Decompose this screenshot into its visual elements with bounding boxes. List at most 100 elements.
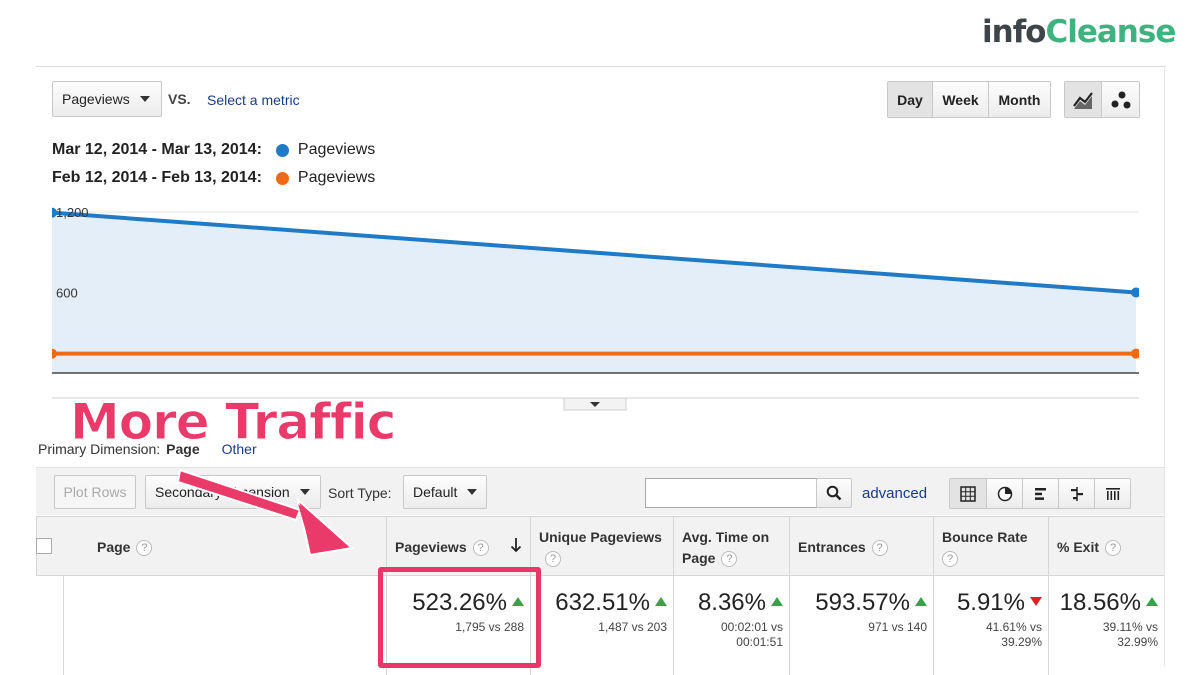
column-header-label: Avg. Time on Page <box>682 529 770 566</box>
help-icon[interactable]: ? <box>472 540 489 557</box>
metric-change: 632.51% <box>555 589 650 616</box>
plot-rows-button[interactable]: Plot Rows <box>54 475 136 509</box>
table-cell-exit: 18.56% 39.11% vs 32.99% <box>1048 576 1164 675</box>
table-cell-bounce-rate: 5.91% 41.61% vs 39.29% <box>933 576 1048 675</box>
table-cell-avg-time: 8.36% 00:02:01 vs 00:01:51 <box>673 576 789 675</box>
granularity-group: Day Week Month <box>887 81 1051 118</box>
divider <box>63 576 64 675</box>
arrow-down-icon <box>1030 597 1042 607</box>
legend-date-range: Feb 12, 2014 - Feb 13, 2014: <box>52 169 262 186</box>
legend-item: Feb 12, 2014 - Feb 13, 2014: Pageviews <box>52 169 375 187</box>
select-metric-link[interactable]: Select a metric <box>207 92 300 108</box>
table-view-icon[interactable] <box>950 479 986 508</box>
arrow-up-icon <box>771 597 783 607</box>
advanced-filter-link[interactable]: advanced <box>862 485 928 502</box>
sort-type-value: Default <box>413 484 458 500</box>
metric-change: 593.57% <box>815 589 910 616</box>
table-cell-unique-pageviews: 632.51% 1,487 vs 203 <box>530 576 673 675</box>
pie-view-icon[interactable] <box>986 479 1022 508</box>
performance-view-icon[interactable] <box>1022 479 1058 508</box>
chart-type-toggle <box>1064 81 1140 118</box>
help-icon[interactable]: ? <box>136 540 153 557</box>
column-header-entrances[interactable]: Entrances? <box>789 516 933 576</box>
metric-comparison: 39.11% vs 32.99% <box>1102 620 1158 649</box>
column-header-label: Entrances <box>798 539 866 555</box>
column-header-avg-time[interactable]: Avg. Time on Page? <box>673 516 789 576</box>
y-tick-label: 1,200 <box>56 205 89 220</box>
metric-comparison: 41.61% vs 39.29% <box>985 620 1042 649</box>
metric-change: 8.36% <box>697 589 766 616</box>
row-select-checkbox[interactable] <box>36 538 52 554</box>
primary-dimension-other[interactable]: Other <box>221 441 257 457</box>
chevron-down-icon <box>467 489 478 495</box>
sort-type-label: Sort Type: <box>328 485 392 501</box>
legend-item: Mar 12, 2014 - Mar 13, 2014: Pageviews <box>52 141 375 159</box>
search-button[interactable] <box>816 478 852 508</box>
legend-date-range: Mar 12, 2014 - Mar 13, 2014: <box>52 141 262 158</box>
table-search-input[interactable] <box>645 478 817 508</box>
series-line <box>52 210 1137 295</box>
motion-chart-icon[interactable] <box>1102 82 1139 117</box>
search-icon <box>826 485 842 501</box>
pivot-view-icon[interactable] <box>1094 479 1130 508</box>
week-button[interactable]: Week <box>932 82 988 117</box>
secondary-dimension-select[interactable]: Secondary dimension <box>145 475 321 509</box>
more-traffic-callout: More Traffic <box>69 393 396 452</box>
day-button[interactable]: Day <box>888 82 932 117</box>
data-point <box>52 207 57 218</box>
column-header-label: Page <box>97 539 131 555</box>
comparison-view-icon[interactable] <box>1058 479 1094 508</box>
legend-swatch <box>275 171 289 185</box>
metric-change: 5.91% <box>956 589 1025 616</box>
metric-comparison: 1,487 vs 203 <box>598 620 667 634</box>
series-area <box>52 212 1136 373</box>
arrow-up-icon <box>1146 597 1158 607</box>
column-header-pageviews[interactable]: Pageviews? <box>386 516 530 576</box>
metric-select-value: Pageviews <box>62 91 130 107</box>
data-point <box>1131 287 1139 298</box>
column-header-bounce-rate[interactable]: Bounce Rate? <box>933 516 1048 576</box>
metric-comparison: 971 vs 140 <box>868 620 927 634</box>
metric-change: 523.26% <box>412 589 507 616</box>
help-icon[interactable]: ? <box>721 551 738 568</box>
sort-type-select[interactable]: Default <box>403 475 487 509</box>
primary-dimension-page[interactable]: Page <box>166 441 200 457</box>
secondary-dimension-label: Secondary dimension <box>155 484 290 500</box>
legend-series-label: Pageviews <box>297 169 376 186</box>
pageviews-highlight-box <box>378 567 541 668</box>
chevron-down-icon <box>139 96 150 102</box>
chevron-down-icon <box>299 489 310 495</box>
table-cell-page[interactable] <box>36 576 386 675</box>
column-header-label: Pageviews <box>395 539 467 555</box>
pageviews-line-chart: 1,200 600 <box>52 205 1139 411</box>
help-icon[interactable]: ? <box>1105 540 1122 557</box>
table-view-toggle <box>949 478 1131 509</box>
help-icon[interactable]: ? <box>545 551 561 568</box>
table-cell-pageviews: 523.26% 1,795 vs 288 <box>386 576 530 675</box>
month-button[interactable]: Month <box>988 82 1050 117</box>
metric-select[interactable]: Pageviews <box>52 81 162 117</box>
infocleanse-logo: infoCleanse <box>982 14 1176 50</box>
legend-series-label: Pageviews <box>297 141 376 158</box>
column-header-label: Unique Pageviews <box>539 529 662 545</box>
column-header-page[interactable]: Page? <box>36 516 386 576</box>
metric-comparison: 1,795 vs 288 <box>455 620 524 634</box>
arrow-up-icon <box>512 597 524 607</box>
column-header-exit[interactable]: % Exit? <box>1048 516 1164 576</box>
data-table: Page? Pageviews? Unique Pageviews? Avg. … <box>36 516 1164 675</box>
column-header-label: % Exit <box>1057 539 1100 555</box>
line-chart-icon[interactable] <box>1065 82 1102 117</box>
column-header-label: Bounce Rate <box>942 529 1028 545</box>
help-icon[interactable]: ? <box>942 551 958 568</box>
divider <box>1164 66 1165 666</box>
metric-change: 18.56% <box>1059 589 1141 616</box>
metric-comparison: 00:02:01 vs 00:01:51 <box>720 620 783 649</box>
help-icon[interactable]: ? <box>871 540 888 557</box>
legend-swatch <box>275 143 289 157</box>
divider <box>36 66 1166 67</box>
arrow-up-icon <box>655 597 667 607</box>
sort-descending-icon <box>510 538 522 553</box>
chevron-down-icon <box>590 402 600 407</box>
column-header-unique-pageviews[interactable]: Unique Pageviews? <box>530 516 673 576</box>
table-cell-entrances: 593.57% 971 vs 140 <box>789 576 933 675</box>
